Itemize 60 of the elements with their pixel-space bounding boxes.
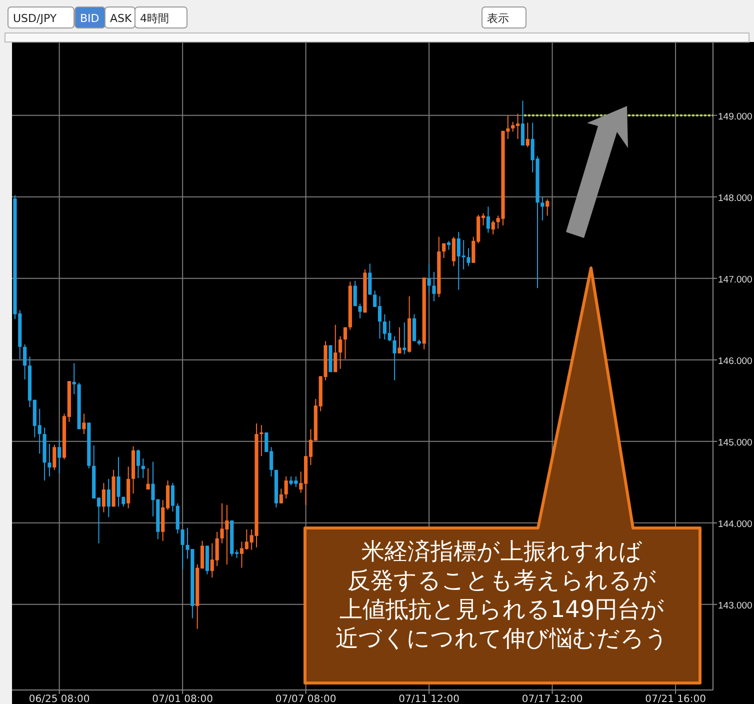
candlestick — [180, 528, 184, 570]
candlestick — [338, 336, 342, 370]
y-tick-label: 145.000 — [718, 437, 752, 448]
x-tick-label: 06/25 08:00 — [28, 694, 90, 704]
x-tick-label: 07/21 16:00 — [645, 694, 706, 704]
y-tick-label: 149.000 — [718, 111, 752, 122]
candlestick — [491, 220, 495, 235]
x-tick-label: 07/07 08:00 — [275, 694, 336, 704]
candlestick — [368, 263, 372, 296]
annotation: 米経済指標が上振れすれば — [362, 539, 642, 565]
y-tick-label: 144.000 — [718, 518, 752, 530]
candlestick — [284, 476, 288, 499]
annotation: 上値抵抗と見られる149円台が — [340, 597, 664, 623]
candlestick — [116, 456, 120, 508]
candlestick — [392, 336, 396, 381]
candlestick — [432, 271, 436, 302]
candlestick — [136, 449, 140, 479]
candlestick — [486, 206, 490, 234]
candlestick — [260, 424, 264, 457]
candlestick — [343, 326, 348, 360]
text: 4時間 — [140, 12, 169, 25]
candlestick — [442, 242, 446, 258]
candlestick — [466, 248, 470, 267]
text: BID — [80, 12, 100, 25]
candlestick — [358, 303, 362, 319]
candlestick — [452, 236, 456, 267]
candlestick — [398, 326, 402, 354]
text: 表示 — [487, 12, 509, 25]
y-tick-label: 147.000 — [718, 274, 752, 286]
text: USD/JPY — [13, 12, 57, 25]
candlestick — [82, 413, 86, 435]
x-tick-label: 07/11 12:00 — [398, 694, 460, 704]
candlestick — [23, 344, 27, 380]
y-tick-label: 148.000 — [718, 192, 752, 204]
candlestick — [353, 280, 357, 307]
annotation: 反発することも考えられるが — [348, 568, 656, 594]
candlestick — [412, 314, 416, 342]
candlestick — [72, 362, 76, 395]
y-tick-label: 143.000 — [718, 600, 752, 612]
candlestick — [102, 482, 106, 513]
candlestick — [58, 440, 62, 474]
candlestick — [402, 322, 406, 355]
candlestick — [526, 122, 530, 148]
candlestick — [540, 196, 544, 222]
candlestick — [520, 100, 525, 146]
text: ASK — [110, 12, 133, 25]
x-tick-label: 07/01 08:00 — [152, 694, 213, 704]
candlestick — [146, 468, 150, 490]
candlestick — [279, 488, 283, 504]
candlestick — [427, 264, 431, 294]
candlestick — [334, 324, 338, 373]
candlestick — [48, 443, 52, 477]
candlestick — [170, 482, 175, 512]
x-tick-label: 07/17 12:00 — [522, 694, 583, 704]
candlestick — [106, 478, 110, 518]
y-tick-label: 146.000 — [718, 356, 752, 367]
candlestick — [52, 444, 56, 470]
candlestick — [546, 198, 550, 216]
candlestick — [176, 502, 180, 534]
annotation: 近づくにつれて伸び悩むだろう — [336, 626, 668, 652]
